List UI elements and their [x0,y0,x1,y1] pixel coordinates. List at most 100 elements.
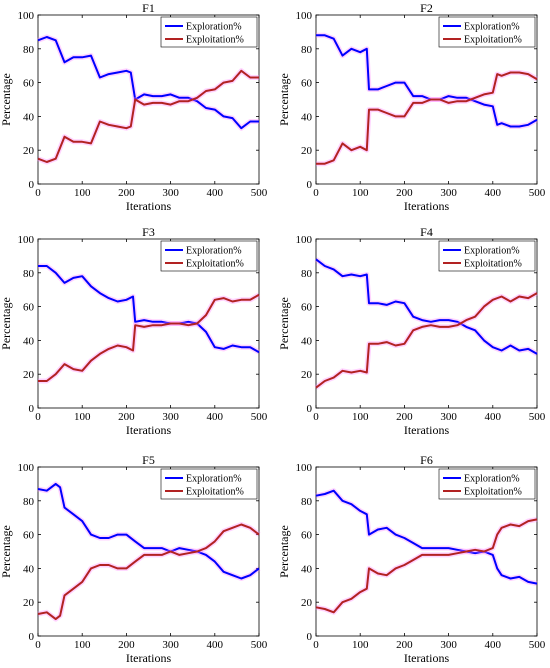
y-tick-label: 60 [301,302,313,314]
y-tick-label: 100 [18,234,35,246]
legend-label-exploitation: Exploitation% [464,259,522,270]
series-glow-exploration [314,257,539,357]
y-tick-label: 100 [296,10,313,22]
y-axis-label: Percentage [277,73,291,126]
y-tick-label: 40 [301,111,313,123]
x-axis-label: Iterations [126,423,172,437]
legend: Exploration% Exploitation% [160,16,258,48]
y-tick-label: 40 [301,563,313,575]
chart-panel-f4: F4 0 100 200 300 400 500 0 20 40 60 80 100 Iterations… [277,225,546,437]
legend-label-exploration: Exploration% [464,22,520,33]
x-tick-label: 0 [313,639,319,651]
y-tick-label: 80 [301,44,313,56]
x-tick-label: 0 [35,639,41,651]
x-tick-label: 200 [396,639,413,651]
chart-title: F6 [420,453,433,467]
legend-label-exploitation: Exploitation% [464,487,522,498]
x-axis-label: Iterations [126,651,172,665]
y-tick-label: 100 [296,462,313,474]
y-tick-label: 100 [18,462,35,474]
chart-title: F1 [142,1,155,15]
legend-label-exploitation: Exploitation% [464,35,522,46]
series-line-exploitation [37,69,259,163]
chart-title: F5 [142,453,155,467]
y-tick-label: 20 [23,145,35,157]
y-tick-label: 40 [23,335,35,347]
series-glow-exploitation [315,516,538,615]
x-tick-label: 400 [207,411,224,423]
series-line-exploitation [38,293,260,382]
series-line-exploitation [37,523,260,621]
chart-title: F4 [420,225,433,239]
plot-frame [315,466,538,637]
y-tick-label: 20 [301,369,313,381]
x-tick-label: 400 [485,187,502,199]
x-tick-label: 300 [440,639,457,651]
legend-label-exploration: Exploration% [464,246,520,257]
x-tick-label: 500 [529,187,546,199]
legend-box [160,468,258,500]
x-tick-label: 300 [162,411,179,423]
series-line-exploitation [316,71,538,165]
x-tick-label: 500 [251,187,268,199]
plot-frame [37,14,260,185]
y-tick-label: 40 [301,335,313,347]
legend-label-exploration: Exploration% [186,246,242,257]
y-tick-label: 0 [29,631,35,643]
x-tick-label: 200 [396,411,413,423]
x-tick-label: 100 [352,411,369,423]
legend-box [438,468,536,500]
x-axis-label: Iterations [404,199,450,213]
y-tick-label: 0 [307,631,313,643]
x-tick-label: 300 [162,187,179,199]
legend: Exploration% Exploitation% [438,240,536,272]
y-axis-label: Percentage [0,297,13,350]
y-axis-label: Percentage [0,525,13,578]
x-tick-label: 500 [529,639,546,651]
y-tick-label: 60 [301,530,313,542]
x-axis-label: Iterations [404,423,450,437]
series-line-exploration [315,489,538,585]
x-tick-label: 0 [313,411,319,423]
chart-panel-f5: F5 0 100 200 300 400 500 0 20 40 60 80 100 Iterations… [0,453,268,665]
y-tick-label: 0 [29,179,35,191]
series-line-exploration [38,265,260,354]
x-tick-label: 200 [118,187,135,199]
x-tick-label: 200 [118,411,135,423]
x-axis-label: Iterations [404,651,450,665]
x-tick-label: 500 [251,411,268,423]
plot-frame [315,238,538,409]
legend: Exploration% Exploitation% [160,468,258,500]
series-glow-exploitation [314,290,539,390]
legend-label-exploration: Exploration% [464,474,520,485]
legend-label-exploitation: Exploitation% [186,487,244,498]
x-tick-label: 400 [207,187,224,199]
x-tick-label: 400 [485,639,502,651]
series-line-exploration [37,482,260,580]
series-line-exploration [316,34,538,128]
legend-label-exploration: Exploration% [186,22,242,33]
y-tick-label: 80 [23,44,35,56]
chart-panel-f1: F1 0 100 200 300 400 500 0 20 40 60 80 100 Iterations… [0,1,268,213]
x-tick-label: 0 [313,187,319,199]
x-tick-label: 400 [485,411,502,423]
legend-label-exploitation: Exploitation% [186,35,244,46]
y-axis-label: Percentage [277,297,291,350]
series-glow-exploitation [316,70,539,167]
y-tick-label: 20 [301,145,313,157]
x-tick-label: 0 [35,411,41,423]
y-axis-label: Percentage [0,73,13,126]
y-tick-label: 20 [23,597,35,609]
y-tick-label: 40 [23,563,35,575]
series-line-exploration [37,36,259,130]
x-tick-label: 300 [162,639,179,651]
plot-frame [37,238,260,409]
y-tick-label: 20 [23,369,35,381]
y-axis-label: Percentage [277,525,291,578]
legend-box [438,240,536,272]
y-tick-label: 80 [23,496,35,508]
y-tick-label: 80 [23,268,35,280]
x-tick-label: 100 [74,639,91,651]
plot-frame [315,14,538,185]
